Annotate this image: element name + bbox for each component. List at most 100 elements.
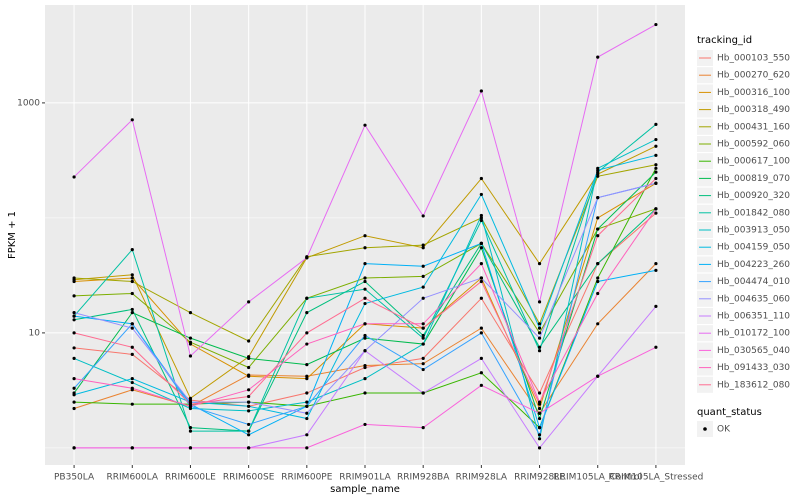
data-point	[596, 227, 600, 231]
data-point	[421, 322, 425, 326]
data-point	[479, 331, 483, 335]
data-point	[305, 377, 309, 381]
data-point	[537, 300, 542, 304]
y-tick-label: 1000	[17, 98, 40, 108]
data-point	[654, 176, 658, 181]
data-point	[247, 388, 251, 392]
data-point	[596, 291, 600, 296]
data-point	[363, 377, 367, 381]
legend2-label: OK	[717, 425, 731, 435]
data-point	[596, 55, 600, 59]
data-point	[247, 404, 251, 408]
data-point	[305, 342, 309, 346]
data-point	[188, 311, 193, 315]
data-point	[130, 386, 134, 390]
legend-label: Hb_000920_320	[717, 191, 790, 201]
data-point	[247, 429, 251, 433]
data-point	[247, 433, 251, 437]
data-point	[72, 446, 76, 450]
data-point	[363, 246, 367, 250]
legend-label: Hb_000270_620	[717, 71, 790, 81]
data-point	[247, 300, 251, 304]
legend-label: Hb_004159_050	[717, 243, 790, 253]
legend-label: Hb_010172_100	[717, 329, 790, 339]
data-point	[596, 322, 600, 326]
data-point	[537, 349, 542, 353]
x-tick-label: PB350LA	[54, 473, 95, 483]
data-point	[363, 301, 367, 306]
data-point	[421, 333, 425, 338]
data-point	[537, 391, 542, 395]
legend2-title: quant_status	[697, 407, 762, 418]
data-point	[72, 406, 76, 411]
data-point	[305, 256, 309, 260]
data-point	[537, 336, 542, 340]
x-tick-label: RRIM901LA	[339, 473, 391, 483]
legend-label: Hb_003913_050	[717, 226, 790, 236]
data-point	[479, 192, 483, 197]
data-point	[130, 380, 134, 385]
x-tick-label: RRIM600PE	[281, 473, 333, 483]
data-point	[421, 326, 425, 330]
data-point	[363, 322, 367, 326]
data-point	[421, 274, 425, 278]
data-point	[421, 426, 425, 430]
data-point	[479, 326, 483, 330]
y-axis-title: FPKM + 1	[7, 211, 18, 259]
data-point	[188, 354, 193, 358]
data-point	[247, 394, 251, 399]
legend-label: Hb_006351_110	[717, 312, 790, 322]
data-point	[537, 426, 542, 430]
data-point	[479, 371, 483, 375]
data-point	[247, 422, 251, 427]
x-tick-label: RRIM600SE	[223, 473, 275, 483]
data-point	[305, 433, 309, 437]
y-tick-label: 10	[29, 328, 41, 338]
data-point	[363, 234, 367, 238]
data-point	[363, 336, 367, 340]
data-point	[421, 336, 425, 340]
data-point	[130, 377, 134, 381]
data-point	[479, 279, 483, 284]
data-point	[72, 331, 76, 335]
data-point	[363, 349, 367, 353]
legend2-swatch	[703, 427, 707, 431]
data-point	[479, 213, 483, 218]
data-point	[363, 123, 367, 127]
data-point	[654, 137, 658, 142]
data-point	[654, 268, 658, 272]
data-point	[305, 363, 309, 367]
data-point	[72, 175, 76, 179]
legend-label: Hb_004635_060	[717, 294, 790, 304]
data-point	[479, 89, 483, 93]
data-point	[188, 396, 193, 400]
data-point	[188, 426, 193, 430]
data-point	[596, 374, 600, 378]
data-point	[537, 416, 542, 421]
data-point	[130, 118, 134, 122]
x-tick-label: RRIM928LA	[456, 473, 508, 483]
data-point	[654, 122, 658, 127]
data-point	[305, 416, 309, 421]
data-point	[363, 279, 367, 284]
x-tick-label: RRIM105LA_Control	[553, 473, 642, 483]
data-point	[654, 166, 658, 170]
data-point	[72, 311, 76, 315]
data-point	[130, 279, 134, 284]
data-point	[537, 446, 542, 450]
data-point	[654, 207, 658, 211]
data-point	[654, 262, 658, 266]
data-point	[596, 279, 600, 284]
data-point	[188, 340, 193, 344]
data-point	[305, 374, 309, 378]
data-point	[421, 342, 425, 346]
legend-label: Hb_000819_070	[717, 174, 790, 184]
data-point	[479, 218, 483, 223]
data-point	[130, 402, 134, 406]
data-point	[654, 22, 658, 27]
data-point	[72, 314, 76, 318]
data-point	[421, 243, 425, 247]
data-point	[72, 276, 76, 280]
data-point	[654, 144, 658, 148]
